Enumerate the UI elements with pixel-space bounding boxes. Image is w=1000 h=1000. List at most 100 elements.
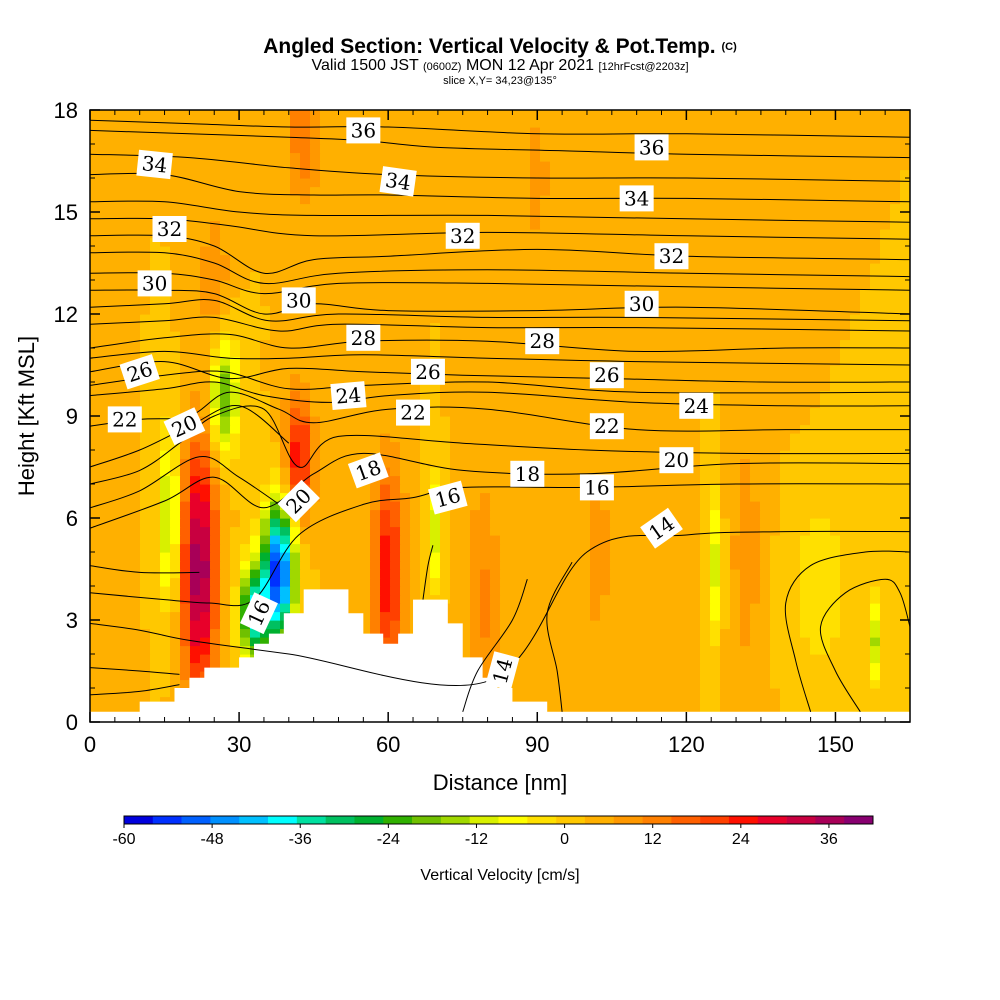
heatmap-cell [670,688,681,698]
heatmap-cell [350,594,361,604]
heatmap-cell [110,577,121,587]
heatmap-cell [630,662,641,672]
heatmap-cell [490,407,501,417]
heatmap-cell [180,518,191,528]
heatmap-cell [150,305,161,315]
heatmap-cell [520,441,531,451]
heatmap-cell [520,407,531,417]
heatmap-cell [480,671,491,681]
heatmap-cell [230,467,241,477]
heatmap-cell [160,569,171,579]
heatmap-cell [590,543,601,553]
heatmap-cell [370,365,381,375]
heatmap-cell [120,331,131,341]
heatmap-cell [600,458,611,468]
heatmap-cell [850,492,861,502]
heatmap-cell [540,458,551,468]
heatmap-cell [850,569,861,579]
heatmap-cell [100,594,111,604]
heatmap-cell [130,654,141,664]
heatmap-cell [630,628,641,638]
heatmap-cell [130,679,141,689]
heatmap-cell [230,458,241,468]
heatmap-cell [570,475,581,485]
heatmap-cell [690,509,701,519]
heatmap-cell [220,203,231,213]
heatmap-cell [250,552,261,562]
heatmap-cell [310,407,321,417]
heatmap-cell [110,305,121,315]
heatmap-cell [380,416,391,426]
heatmap-cell [900,577,910,587]
heatmap-cell [280,543,291,553]
heatmap-cell [630,271,641,281]
heatmap-cell [860,603,871,613]
heatmap-cell [830,679,841,689]
heatmap-cell [880,237,891,247]
heatmap-cell [110,365,121,375]
heatmap-cell [220,603,231,613]
heatmap-cell [640,577,651,587]
heatmap-cell [560,424,571,434]
heatmap-cell [630,322,641,332]
heatmap-cell [900,688,910,698]
heatmap-cell [880,382,891,392]
heatmap-cell [690,611,701,621]
heatmap-cell [700,297,711,307]
heatmap-cell [710,526,721,536]
heatmap-cell [200,314,211,324]
heatmap-cell [740,628,751,638]
heatmap-cell [850,577,861,587]
heatmap-cell [770,679,781,689]
heatmap-cell [320,467,331,477]
heatmap-cell [340,254,351,264]
heatmap-cell [480,220,491,230]
heatmap-cell [810,467,821,477]
heatmap-cell [880,441,891,451]
heatmap-cell [890,365,901,375]
heatmap-cell [680,611,691,621]
heatmap-cell [880,492,891,502]
heatmap-cell [110,620,121,630]
heatmap-cell [800,339,811,349]
heatmap-cell [100,662,111,672]
heatmap-cell [790,322,801,332]
heatmap-cell [160,407,171,417]
heatmap-cell [740,390,751,400]
heatmap-cell [110,271,121,281]
heatmap-cell [580,594,591,604]
heatmap-cell [420,280,431,290]
heatmap-cell [840,518,851,528]
heatmap-cell [210,280,221,290]
heatmap-cell [870,229,881,239]
heatmap-cell [160,662,171,672]
heatmap-cell [880,424,891,434]
heatmap-cell [130,671,141,681]
heatmap-cell [600,679,611,689]
heatmap-cell [690,382,701,392]
heatmap-cell [230,628,241,638]
heatmap-cell [120,263,131,273]
heatmap-cell [860,577,871,587]
heatmap-cell [310,322,321,332]
heatmap-cell [430,569,441,579]
heatmap-cell [330,280,341,290]
heatmap-cell [580,280,591,290]
heatmap-cell [130,280,141,290]
heatmap-cell [790,501,801,511]
heatmap-cell [510,543,521,553]
heatmap-cell [100,356,111,366]
heatmap-cell [520,586,531,596]
heatmap-cell [850,416,861,426]
heatmap-cell [420,382,431,392]
heatmap-cell [570,458,581,468]
heatmap-cell [400,229,411,239]
heatmap-cell [480,450,491,460]
heatmap-cell [140,416,151,426]
heatmap-cell [320,263,331,273]
heatmap-cell [120,518,131,528]
heatmap-cell [610,637,621,647]
heatmap-cell [130,594,141,604]
heatmap-cell [280,246,291,256]
heatmap-cell [470,560,481,570]
